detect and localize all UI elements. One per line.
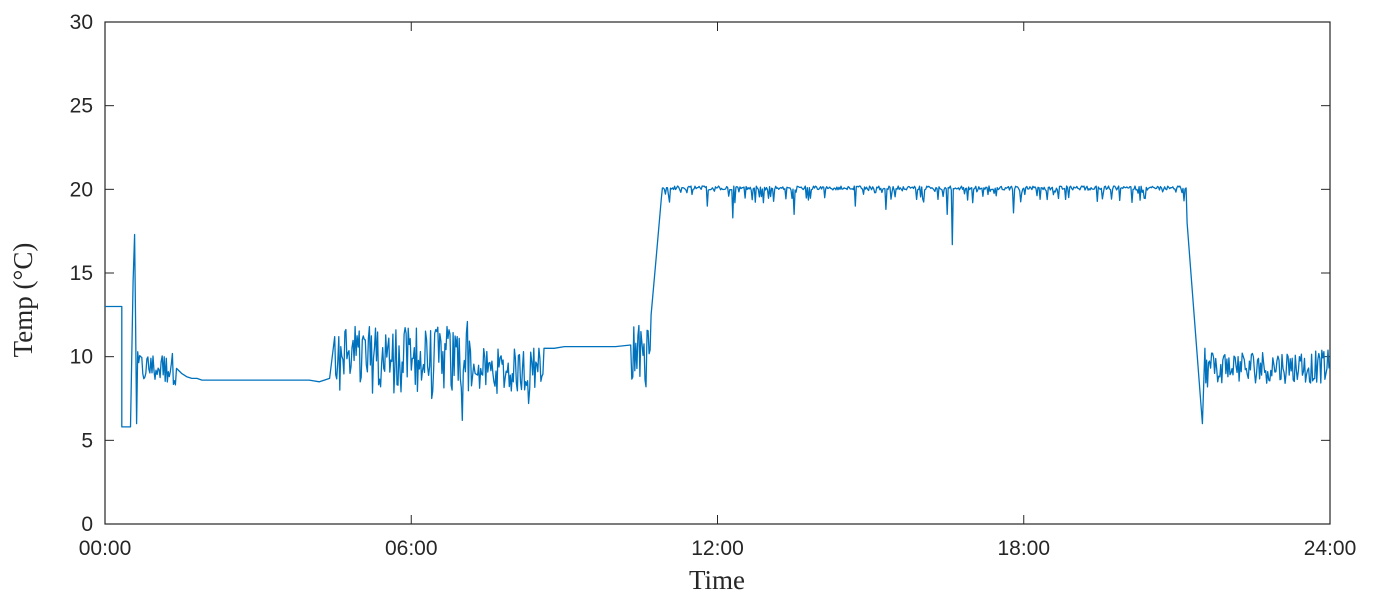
- y-tick-label: 25: [70, 95, 93, 118]
- x-tick-label: 24:00: [1304, 537, 1357, 560]
- x-tick-label: 12:00: [691, 537, 744, 560]
- y-tick-label: 0: [81, 513, 93, 536]
- x-tick-label: 00:00: [79, 537, 132, 560]
- y-axis-ticks: 0 5 10 15 20 25 30: [70, 11, 1330, 536]
- plot-area: [104, 21, 1331, 525]
- x-axis-label: Time: [689, 565, 745, 595]
- y-tick-label: 15: [70, 262, 93, 285]
- y-axis-label: Temp (°C): [8, 243, 38, 358]
- y-tick-label: 10: [70, 346, 93, 369]
- y-tick-label: 30: [70, 11, 93, 34]
- y-tick-label: 5: [81, 429, 93, 452]
- x-tick-label: 06:00: [385, 537, 438, 560]
- y-tick-label: 20: [70, 178, 93, 201]
- x-axis-ticks: 00:00 06:00 12:00 18:00 24:00: [79, 22, 1357, 560]
- series-layer: [105, 185, 1331, 428]
- x-tick-label: 18:00: [997, 537, 1050, 560]
- temperature-line: [105, 185, 1331, 428]
